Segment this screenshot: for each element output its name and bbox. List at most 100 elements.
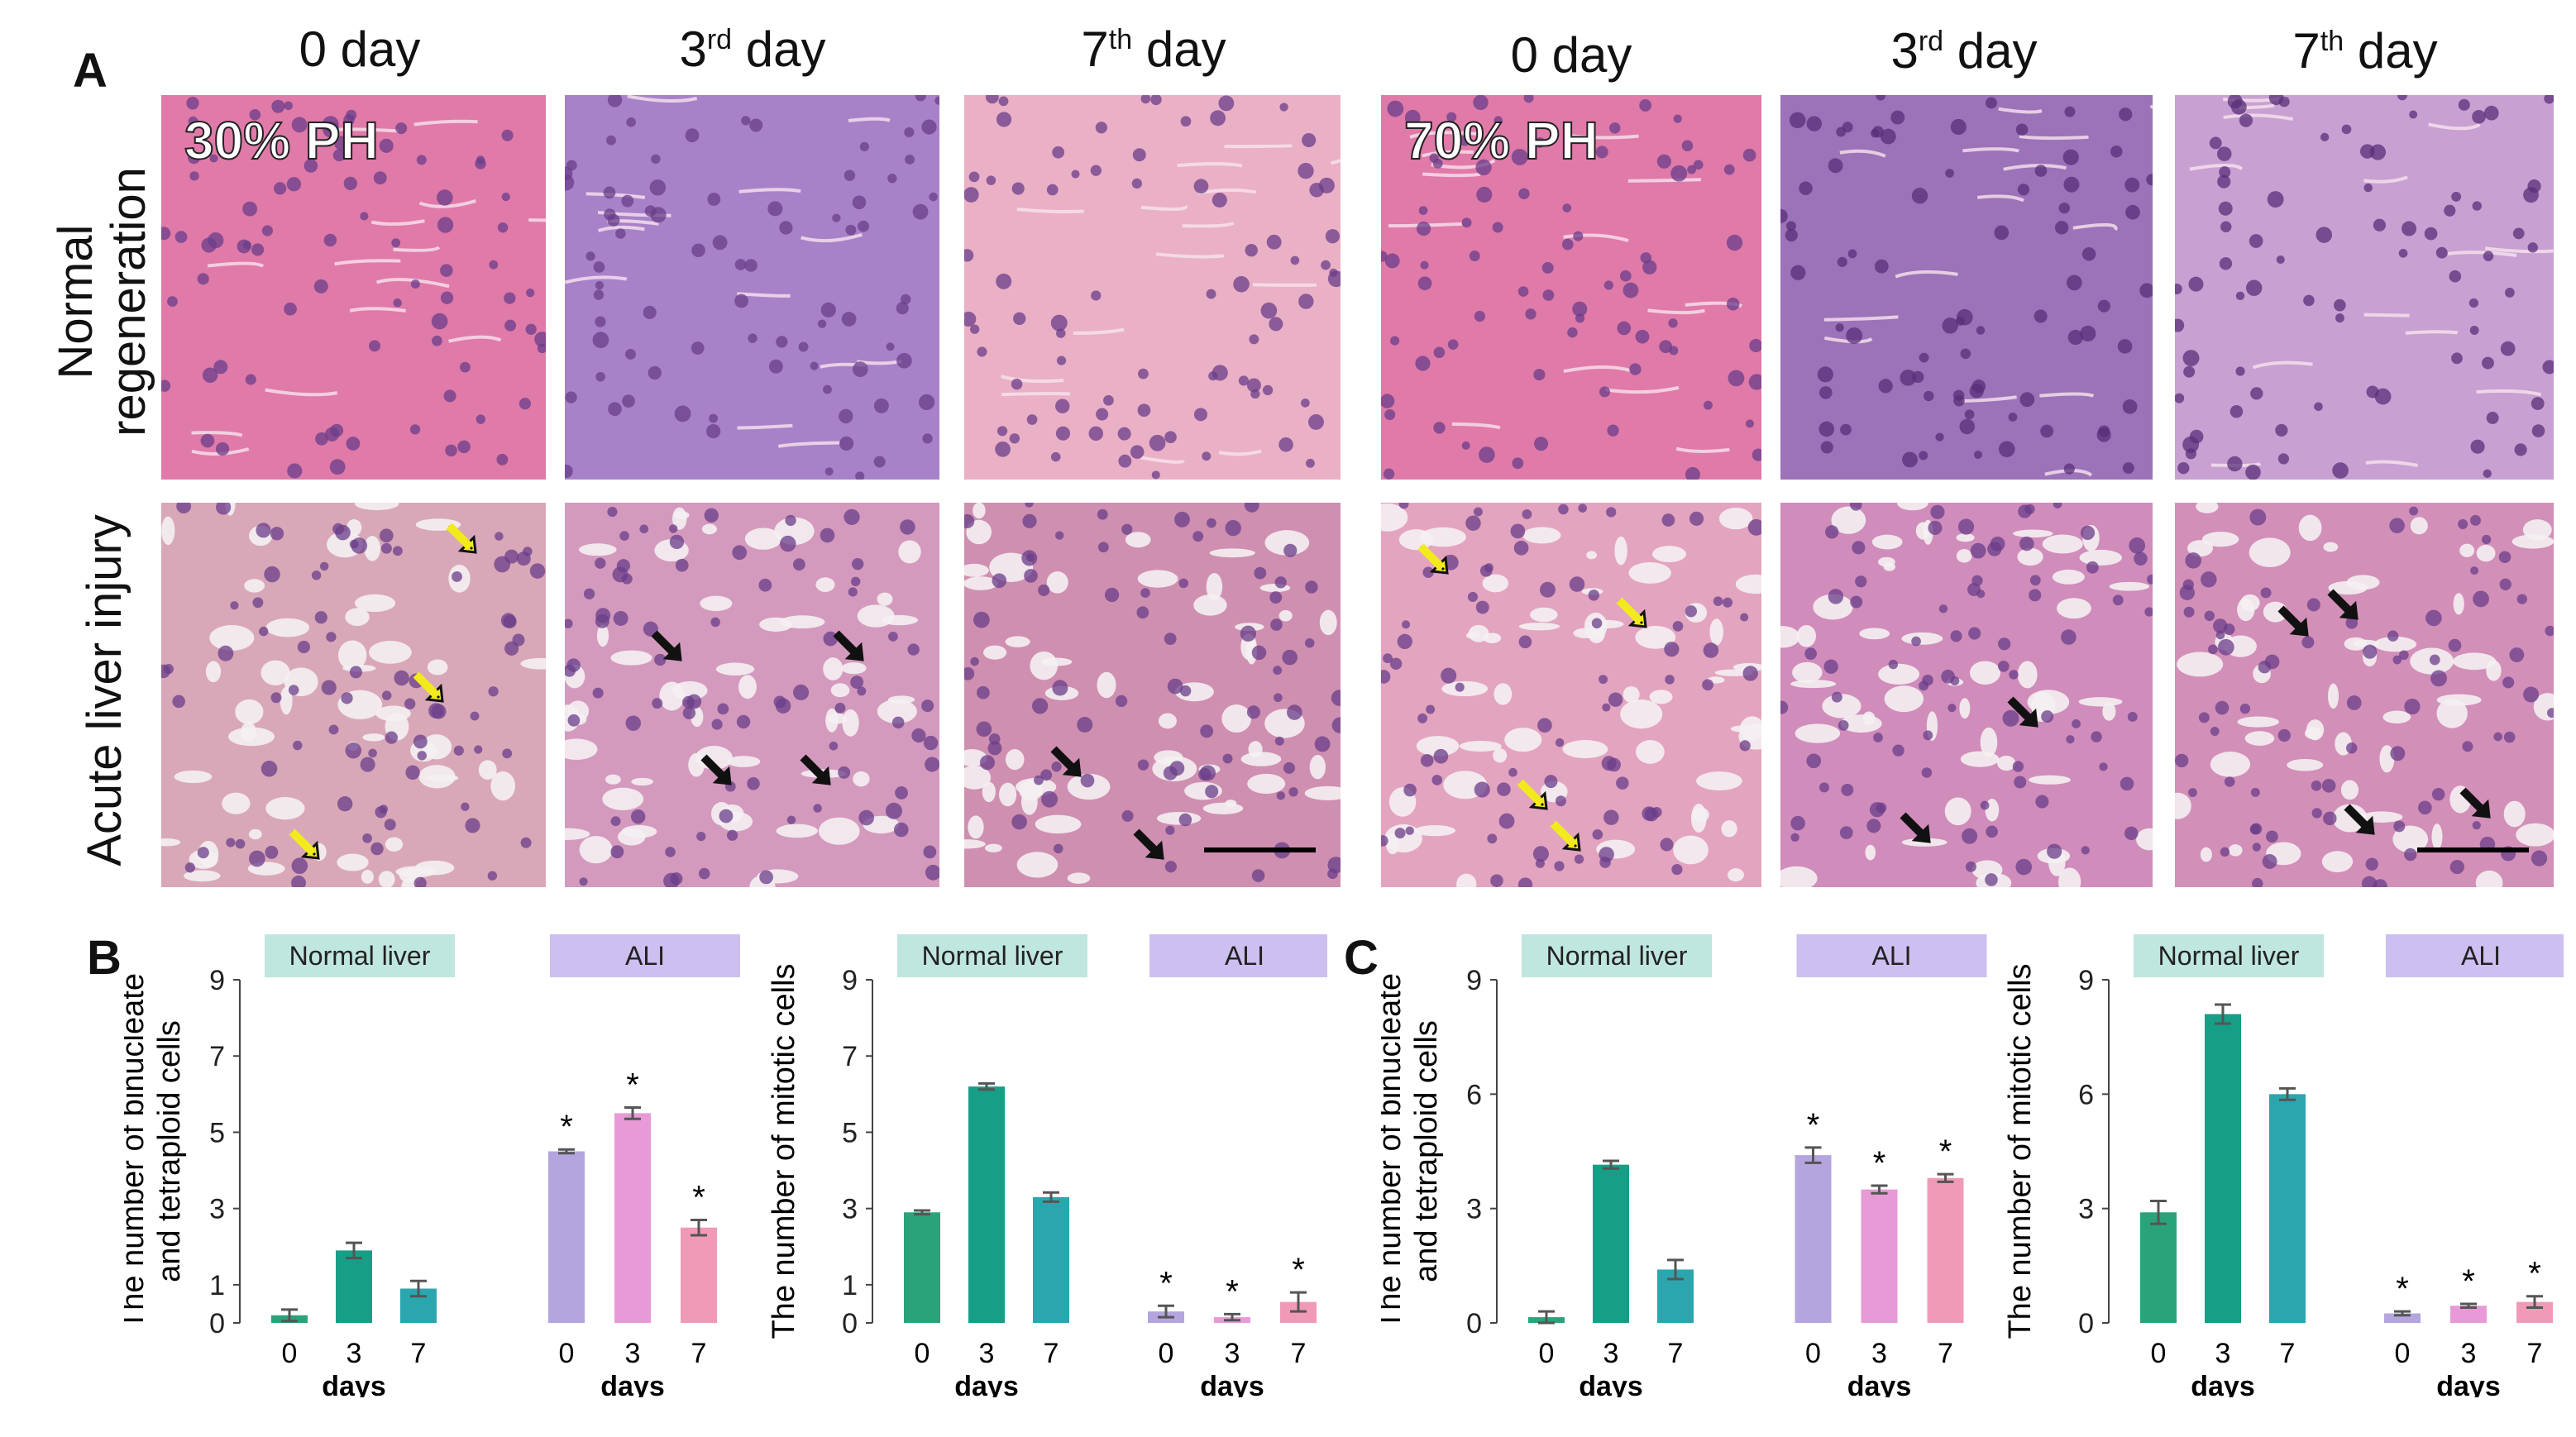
y-axis-label: The number of binucleateand tetraploid c… (1381, 973, 1444, 1330)
tissue-background (1381, 95, 1761, 480)
histology-normal-70ph-day7 (2175, 95, 2554, 480)
cell-pattern (565, 95, 939, 480)
x-tick-label: 0 (1539, 1338, 1555, 1369)
x-tick-label: 7 (411, 1338, 427, 1369)
bar (2140, 1212, 2177, 1323)
chart-title-pill (1522, 934, 1712, 977)
significance-star: * (1873, 1145, 1886, 1182)
x-tick-label: 3 (1871, 1338, 1887, 1369)
y-axis-label: The number of binucleateand tetraploid c… (124, 973, 187, 1330)
label-30-ph: 30% PH (184, 110, 380, 171)
arrow-shaft (1517, 779, 1545, 807)
significance-star: * (1939, 1134, 1952, 1170)
y-tick-label: 6 (2078, 1079, 2094, 1110)
arrow-shaft (800, 754, 828, 782)
significance-star: * (560, 1109, 573, 1145)
y-tick-label: 1 (209, 1270, 225, 1301)
tissue-background (565, 95, 939, 480)
tissue-texture (964, 95, 1341, 480)
bar (968, 1086, 1005, 1323)
bar (336, 1250, 372, 1323)
bar (614, 1113, 651, 1323)
y-tick-label: 7 (209, 1041, 225, 1072)
x-tick-label: 7 (2280, 1338, 2296, 1369)
bar (2205, 1014, 2241, 1323)
chart-c-binucleate: The number of binucleateand tetraploid c… (1381, 934, 1987, 1397)
chart-title: ALI (1871, 941, 1911, 971)
x-tick-label: 7 (2527, 1338, 2543, 1369)
bar (1861, 1189, 1898, 1323)
arrow-shaft (446, 523, 474, 551)
cell-pattern (161, 97, 546, 479)
column-title-7th-day-70ph: 7th day (2191, 22, 2539, 79)
chart-title: Normal liver (922, 941, 1063, 971)
histology-ali-70ph-day0 (1381, 503, 1761, 887)
cell-pattern (964, 95, 1341, 480)
column-title-sup: rd (706, 24, 733, 55)
y-tick-label: 5 (209, 1117, 225, 1148)
row-label-normal-regeneration: Normal regeneration (49, 120, 165, 484)
cell-pattern (1780, 503, 2153, 887)
arrow-shaft (1417, 543, 1446, 571)
significance-star: * (2396, 1271, 2409, 1307)
x-tick-label: 0 (915, 1338, 930, 1369)
column-title-sup: th (1108, 24, 1133, 55)
cell-pattern (565, 506, 939, 887)
arrow-shaft (413, 671, 441, 699)
y-tick-label: 3 (209, 1194, 225, 1225)
column-title-text: 3 (679, 21, 707, 77)
x-tick-label: 3 (1603, 1338, 1619, 1369)
x-tick-label: 0 (1805, 1338, 1821, 1369)
y-tick-label: 3 (2078, 1194, 2094, 1225)
x-tick-label: 0 (559, 1338, 575, 1369)
tissue-texture (565, 95, 939, 480)
histology-normal-70ph-day0: 70% PH (1381, 95, 1761, 480)
column-title-rest: day (732, 21, 826, 77)
x-tick-label: 3 (2461, 1338, 2477, 1369)
chart-title-pill (1796, 934, 1987, 977)
y-tick-label: 3 (1466, 1194, 1482, 1225)
y-tick-label: 3 (842, 1194, 858, 1225)
x-axis-label: days (322, 1371, 386, 1397)
column-title-0-day-70ph: 0 day (1398, 26, 1745, 84)
chart-title: Normal liver (1546, 941, 1688, 971)
panel-letter-a: A (73, 44, 108, 98)
x-tick-label: 3 (625, 1338, 641, 1369)
chart-title: ALI (1225, 941, 1264, 971)
tissue-texture (964, 503, 1341, 887)
x-tick-label: 7 (1044, 1338, 1059, 1369)
arrow-shaft (1550, 820, 1578, 848)
panel-letter-c: C (1344, 931, 1379, 985)
x-tick-label: 7 (691, 1338, 707, 1369)
chart-title-pill (2134, 934, 2324, 977)
cell-pattern (1780, 95, 2153, 477)
significance-star: * (1159, 1265, 1173, 1301)
bar (2384, 1313, 2421, 1323)
chart-title: ALI (2461, 941, 2501, 971)
y-tick-label: 0 (1466, 1308, 1482, 1339)
tissue-texture (161, 503, 546, 887)
x-tick-label: 0 (2395, 1338, 2411, 1369)
arrow-shaft (2344, 804, 2372, 832)
chart-title: Normal liver (289, 941, 431, 971)
y-tick-label: 0 (2078, 1308, 2094, 1339)
x-tick-label: 7 (1291, 1338, 1307, 1369)
cell-pattern (161, 503, 546, 887)
bar (1593, 1164, 1629, 1323)
x-tick-label: 0 (2151, 1338, 2167, 1369)
histology-ali-30ph-day0 (161, 503, 546, 887)
row-label-line1: Normal (49, 224, 103, 380)
column-title-sup: th (2320, 26, 2344, 57)
x-tick-label: 3 (1225, 1338, 1240, 1369)
tissue-background (964, 95, 1341, 480)
significance-star: * (1807, 1107, 1820, 1143)
row-label-line2: regeneration (101, 167, 155, 437)
arrow-shaft (651, 630, 679, 658)
x-axis-label: days (954, 1371, 1019, 1397)
tissue-texture (2175, 95, 2554, 480)
chart-b-mitotic: The number of mitotic cells 0 1 3 5 7 9 Normal … (767, 934, 1327, 1397)
tissue-texture (161, 95, 546, 480)
column-title-text: 0 day (299, 21, 421, 77)
tissue-texture (1381, 503, 1761, 887)
y-tick-label: 1 (842, 1270, 858, 1301)
